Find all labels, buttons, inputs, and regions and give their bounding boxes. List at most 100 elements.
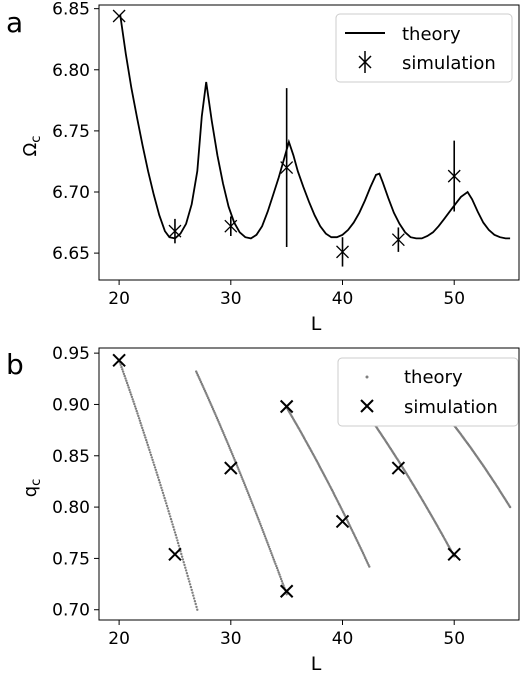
panel-a-legend-theory-label: theory bbox=[402, 24, 461, 45]
panel-b-theory-dot bbox=[129, 391, 132, 394]
panel-b-theory-dot bbox=[196, 608, 199, 611]
panel-a: a 20 30 40 50 6.65 6.70 6.75 6.80 6.85 L Ωc the… bbox=[6, 0, 520, 335]
panel-a-axes-frame bbox=[98, 4, 520, 281]
panel-b-theory-dot bbox=[259, 522, 262, 525]
panel-b-theory-dot bbox=[247, 494, 251, 497]
panel-a-y-ticks: 6.65 6.70 6.75 6.80 6.85 bbox=[52, 0, 99, 264]
panel-b-theory-dot bbox=[137, 414, 140, 418]
panel-a-y-tick-label-1: 6.70 bbox=[52, 183, 90, 203]
panel-b-theory-dot bbox=[208, 400, 211, 403]
panel-b-theory-dot bbox=[237, 468, 240, 471]
panel-b-theory-dot bbox=[203, 389, 207, 393]
panel-b-theory-dot bbox=[168, 512, 171, 515]
panel-b-theory-dot bbox=[194, 602, 197, 606]
panel-b-theory-dot bbox=[265, 539, 268, 542]
panel-b-theory-dot bbox=[508, 505, 512, 509]
panel-b-theory-dot bbox=[271, 556, 275, 559]
panel-b-theory-dot bbox=[154, 468, 157, 472]
panel-b-theory-dot bbox=[225, 439, 228, 442]
panel-b-theory-dot bbox=[220, 428, 223, 431]
panel-b-y-axis-label: qc bbox=[20, 479, 44, 498]
panel-b-legend: theory simulation bbox=[337, 357, 519, 427]
panel-a-simulation-marker-1 bbox=[168, 224, 182, 238]
panel-b-theory-dot bbox=[163, 496, 166, 500]
panel-b-y-tick-label-5: 0.95 bbox=[52, 344, 90, 364]
panel-a-x-tick-label-3: 50 bbox=[443, 289, 465, 309]
panel-b-theory-dot bbox=[186, 574, 189, 578]
panel-b-theory-dot bbox=[137, 417, 141, 420]
panel-b-theory-dot bbox=[202, 386, 205, 389]
panel-b-x-tick-label-0: 20 bbox=[108, 629, 130, 649]
panel-b-theory-dot bbox=[192, 594, 195, 597]
panel-b-theory-dot bbox=[214, 413, 217, 416]
panel-b-legend-theory-marker bbox=[365, 375, 369, 379]
panel-a-legend-simulation-label: simulation bbox=[402, 53, 496, 74]
panel-b-theory-dot bbox=[241, 478, 244, 481]
panel-b-theory-branch-2 bbox=[285, 406, 371, 568]
panel-b-theory-dot bbox=[271, 554, 274, 557]
panel-b-theory-dot bbox=[141, 426, 144, 430]
panel-b-theory-dot bbox=[190, 588, 193, 592]
panel-b-theory-dot bbox=[149, 451, 152, 454]
panel-b-theory-dot bbox=[211, 407, 215, 411]
panel-b-theory-dot bbox=[172, 525, 175, 529]
panel-b-theory-dot bbox=[183, 563, 186, 567]
panel-b-theory-dot bbox=[120, 365, 123, 369]
panel-a-simulation-marker-5 bbox=[391, 233, 405, 247]
panel-b-theory-dot bbox=[255, 514, 259, 517]
panel-b-theory-dot bbox=[124, 377, 127, 380]
panel-b-legend-theory-label: theory bbox=[404, 367, 463, 388]
panel-b-theory-dot bbox=[122, 372, 126, 376]
panel-b-theory-dot bbox=[173, 528, 176, 531]
panel-b-simulation-marker-4 bbox=[279, 584, 294, 598]
panel-b-theory-dot bbox=[162, 494, 165, 497]
panel-b-theory-dot bbox=[223, 435, 227, 438]
panel-b-theory-dot bbox=[253, 508, 256, 511]
panel-b-theory-dot bbox=[160, 486, 163, 489]
panel-b-theory-dot bbox=[144, 436, 147, 439]
panel-a-y-tick-label-2: 6.75 bbox=[52, 122, 90, 142]
panel-b: b 20 30 40 50 0.70 0.75 0.80 0.85 0.90 0.95 L qc… bbox=[6, 344, 520, 675]
panel-b-theory-dot bbox=[133, 402, 136, 406]
panel-b-simulation-marker-1 bbox=[168, 547, 182, 562]
panel-b-theory-dot bbox=[250, 500, 253, 503]
panel-b-theory-dot bbox=[256, 516, 259, 519]
panel-b-theory-dot bbox=[130, 395, 134, 399]
panel-b-theory-dot bbox=[248, 496, 251, 499]
panel-a-theory-line bbox=[119, 14, 511, 240]
panel-b-theory-dot bbox=[252, 506, 255, 509]
panel-b-theory-dot bbox=[173, 531, 177, 534]
panel-b-theory-dot bbox=[195, 605, 198, 609]
panel-a-simulation-marker-6 bbox=[447, 169, 461, 183]
panel-b-theory-dot bbox=[245, 488, 248, 491]
panel-b-legend-simulation-label: simulation bbox=[404, 397, 498, 418]
panel-b-theory-dot bbox=[228, 447, 231, 450]
panel-b-plot-area bbox=[112, 353, 512, 611]
panel-b-y-tick-label-1: 0.75 bbox=[52, 549, 90, 569]
panel-b-theory-dot bbox=[164, 499, 167, 502]
panel-b-theory-dot bbox=[231, 454, 235, 457]
panel-b-theory-dot bbox=[131, 398, 134, 401]
panel-b-x-ticks: 20 30 40 50 bbox=[108, 620, 465, 649]
panel-b-theory-dot bbox=[239, 474, 243, 477]
panel-b-theory-dot bbox=[254, 510, 257, 513]
panel-b-theory-dot bbox=[210, 404, 213, 407]
panel-b-theory-dot bbox=[175, 536, 178, 539]
panel-b-theory-dot bbox=[207, 396, 210, 400]
panel-b-theory-dot bbox=[278, 573, 281, 576]
panel-b-theory-dot bbox=[184, 569, 188, 572]
panel-b-x-tick-label-3: 50 bbox=[443, 629, 465, 649]
panel-b-theory-dot bbox=[180, 552, 183, 556]
panel-b-theory-dot bbox=[223, 433, 226, 437]
panel-b-theory-dot bbox=[268, 547, 271, 551]
panel-b-theory-dot bbox=[251, 504, 255, 507]
panel-a-y-tick-label-3: 6.80 bbox=[52, 61, 90, 81]
panel-b-theory-dot bbox=[272, 558, 275, 561]
panel-b-theory-dot bbox=[128, 388, 131, 392]
panel-b-theory-dot bbox=[368, 565, 371, 568]
panel-b-y-ticks: 0.70 0.75 0.80 0.85 0.90 0.95 bbox=[52, 344, 99, 621]
panel-a-plot-area bbox=[112, 9, 511, 267]
panel-b-theory-dot bbox=[276, 569, 280, 572]
panel-a-simulation-marker-3 bbox=[280, 161, 294, 175]
